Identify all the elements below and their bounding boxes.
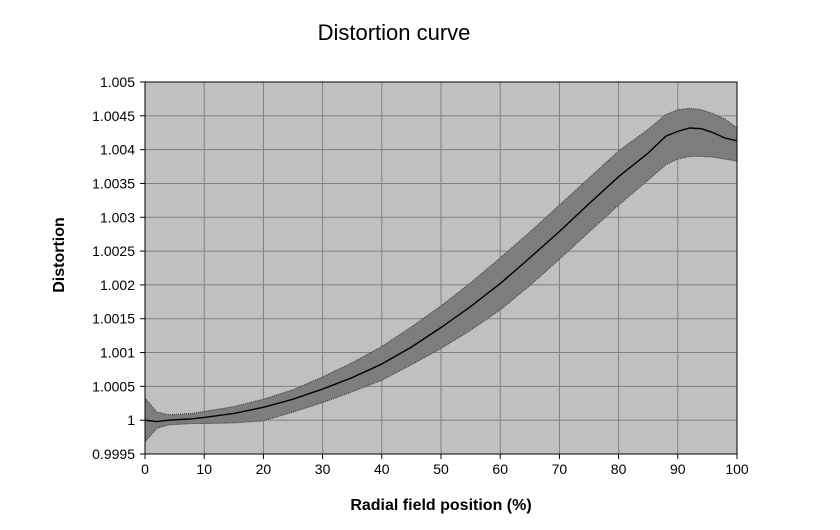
x-tick-label: 90 xyxy=(670,461,686,477)
y-tick-label: 1.0045 xyxy=(92,108,135,124)
x-tick-label: 40 xyxy=(374,461,390,477)
x-tick-label: 20 xyxy=(256,461,272,477)
y-tick-label: 1.002 xyxy=(100,277,135,293)
x-tick-label: 0 xyxy=(141,461,149,477)
lower-bound-line xyxy=(144,155,738,443)
x-axis-label: Radial field position (%) xyxy=(350,497,531,514)
y-tick-label: 1.0005 xyxy=(92,378,135,394)
x-axis-ticks: 0 10 20 30 40 50 60 70 80 90 100 xyxy=(141,454,749,477)
y-tick-label: 1.001 xyxy=(100,345,135,361)
chart-title: Distortion curve xyxy=(318,20,471,45)
y-tick-label: 1.0035 xyxy=(92,175,135,191)
distortion-line xyxy=(144,127,738,423)
confidence-band-area xyxy=(145,108,737,442)
y-tick-label: 1 xyxy=(127,412,135,428)
x-tick-label: 10 xyxy=(196,461,212,477)
y-tick-label: 1.0025 xyxy=(92,243,135,259)
x-tick-label: 50 xyxy=(433,461,449,477)
y-tick-label: 0.9995 xyxy=(92,446,135,462)
x-tick-label: 80 xyxy=(611,461,627,477)
x-tick-label: 70 xyxy=(552,461,568,477)
upper-bound-line xyxy=(144,107,738,416)
x-tick-label: 30 xyxy=(315,461,331,477)
y-axis-label: Distortion xyxy=(51,217,68,293)
y-tick-label: 1.005 xyxy=(100,74,135,90)
center-line xyxy=(144,127,738,423)
y-tick-label: 1.0015 xyxy=(92,311,135,327)
y-tick-label: 1.004 xyxy=(100,142,135,158)
y-axis-ticks: 0.9995 1 1.0005 1.001 1.0015 1.002 1.0025 1.003… xyxy=(92,74,145,462)
y-tick-label: 1.003 xyxy=(100,209,135,225)
x-tick-label: 60 xyxy=(492,461,508,477)
x-tick-label: 100 xyxy=(725,461,749,477)
